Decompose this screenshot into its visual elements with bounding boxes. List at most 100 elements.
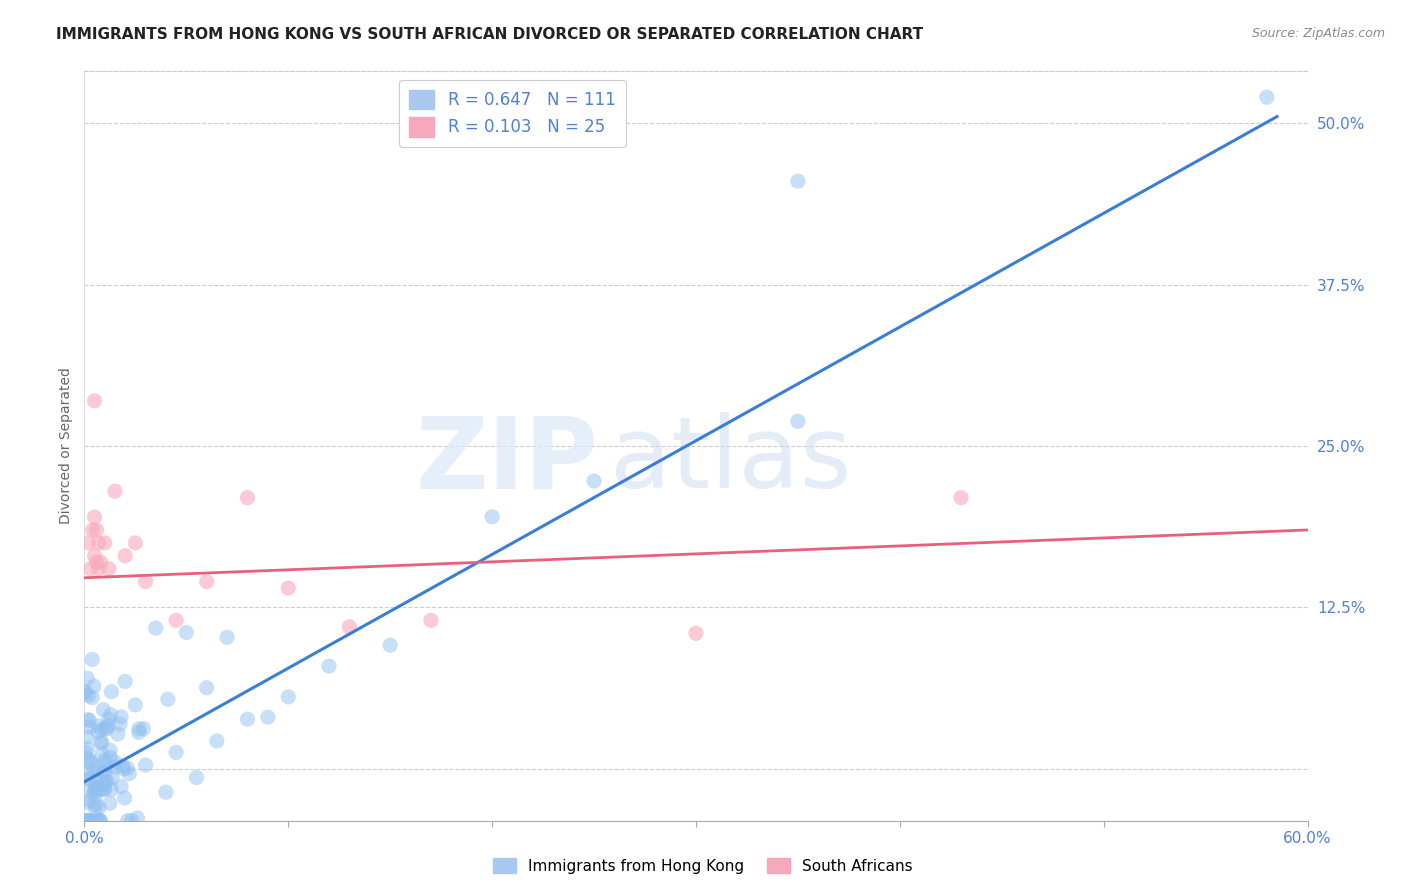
Point (76, 671, 98, 685)
Point (89, 814, 111, 828)
Point (165, 614, 187, 628)
Point (101, 771, 124, 785)
Point (89, 814, 111, 828)
Text: ZIP: ZIP (415, 412, 598, 509)
Point (583, 474, 606, 488)
Point (104, 484, 127, 499)
Point (83, 764, 105, 778)
Point (90, 555, 112, 569)
Point (94, 756, 117, 771)
Point (124, 536, 146, 550)
Point (77, 536, 100, 550)
Point (76, 741, 98, 756)
Point (132, 722, 155, 736)
Point (77, 720, 100, 734)
Point (83, 679, 105, 693)
Point (82, 690, 104, 705)
Point (93, 782, 115, 797)
Point (96, 774, 118, 789)
Point (90, 736, 112, 750)
Point (75, 766, 97, 780)
Point (114, 674, 136, 689)
Point (380, 638, 402, 652)
Point (236, 712, 259, 726)
Point (121, 814, 143, 828)
Point (91, 703, 114, 717)
Point (787, 174, 810, 188)
Point (257, 710, 280, 724)
Point (118, 766, 141, 780)
Point (83, 785, 105, 799)
Point (91, 765, 114, 780)
Point (100, 750, 122, 764)
Point (87, 562, 110, 576)
Point (79, 562, 101, 576)
Point (135, 758, 157, 772)
Point (124, 698, 146, 712)
Point (77, 814, 100, 828)
Point (75, 814, 97, 828)
Point (339, 620, 361, 634)
Point (84, 781, 107, 796)
Point (86, 814, 108, 828)
Point (94, 721, 117, 735)
Legend: R = 0.647   N = 111, R = 0.103   N = 25: R = 0.647 N = 111, R = 0.103 N = 25 (399, 79, 626, 146)
Point (75, 686, 97, 700)
Point (114, 549, 136, 563)
Point (135, 574, 157, 589)
Point (98, 797, 121, 811)
Point (114, 791, 136, 805)
Point (186, 771, 208, 785)
Point (86, 780, 108, 794)
Point (90, 734, 112, 748)
Point (111, 759, 134, 773)
Point (481, 509, 503, 524)
Point (98, 743, 121, 757)
Point (79, 772, 101, 786)
Point (165, 745, 187, 759)
Point (79, 814, 101, 828)
Point (100, 707, 122, 722)
Point (156, 692, 179, 706)
Point (90, 814, 112, 828)
Point (787, 414, 810, 428)
Point (1256, 90, 1278, 104)
Point (75, 684, 97, 698)
Point (97, 562, 120, 576)
Point (80, 756, 103, 770)
Point (83, 393, 105, 408)
Point (128, 722, 150, 736)
Point (90, 782, 112, 797)
Point (80, 814, 103, 828)
Point (145, 621, 167, 635)
Point (950, 491, 973, 505)
Y-axis label: Divorced or Separated: Divorced or Separated (59, 368, 73, 524)
Text: IMMIGRANTS FROM HONG KONG VS SOUTH AFRICAN DIVORCED OR SEPARATED CORRELATION CHA: IMMIGRANTS FROM HONG KONG VS SOUTH AFRIC… (56, 27, 924, 42)
Point (104, 760, 127, 774)
Point (420, 614, 443, 628)
Point (112, 762, 135, 776)
Point (90, 723, 112, 737)
Point (86, 780, 108, 795)
Text: Source: ZipAtlas.com: Source: ZipAtlas.com (1251, 27, 1385, 40)
Point (83, 784, 105, 798)
Point (82, 523, 104, 537)
Point (110, 780, 132, 794)
Point (110, 710, 132, 724)
Legend: Immigrants from Hong Kong, South Africans: Immigrants from Hong Kong, South African… (486, 852, 920, 880)
Point (86, 555, 108, 569)
Point (84, 771, 107, 785)
Point (77, 714, 100, 728)
Point (104, 755, 127, 769)
Point (89, 800, 111, 814)
Point (205, 734, 228, 748)
Point (76, 772, 98, 786)
Point (80, 782, 103, 797)
Point (83, 549, 105, 563)
Point (174, 625, 197, 640)
Point (94, 765, 117, 780)
Point (277, 690, 299, 704)
Point (77, 793, 100, 807)
Point (87, 719, 110, 733)
Point (318, 659, 340, 673)
